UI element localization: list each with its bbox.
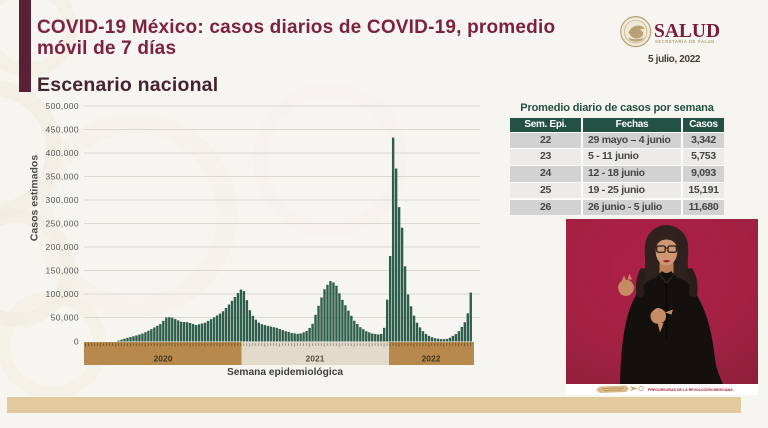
svg-text:400,000: 400,000 (45, 148, 79, 158)
svg-text:2022: 2022 (422, 353, 441, 363)
svg-text:500,000: 500,000 (45, 101, 79, 111)
svg-text:50,000: 50,000 (51, 313, 79, 323)
svg-text:2020: 2020 (154, 353, 173, 363)
svg-text:100,000: 100,000 (45, 289, 79, 299)
svg-text:PRECURSORAS DE LA REVOLUCIÓN M: PRECURSORAS DE LA REVOLUCIÓN MEXICANA (648, 387, 733, 392)
svg-text:Semana epidemiológica: Semana epidemiológica (227, 367, 343, 378)
svg-text:150,000: 150,000 (45, 266, 79, 276)
svg-text:0: 0 (74, 337, 79, 347)
svg-text:SALUD: SALUD (654, 21, 720, 42)
svg-text:2021: 2021 (306, 353, 325, 363)
svg-text:300,000: 300,000 (45, 195, 79, 205)
svg-text:350,000: 350,000 (45, 172, 79, 182)
svg-text:250,000: 250,000 (45, 219, 79, 229)
svg-text:SECRETARÍA DE SALUD: SECRETARÍA DE SALUD (655, 39, 715, 44)
svg-text:Casos estimados: Casos estimados (29, 155, 41, 242)
svg-text:200,000: 200,000 (45, 242, 79, 252)
svg-text:450,000: 450,000 (45, 125, 79, 135)
